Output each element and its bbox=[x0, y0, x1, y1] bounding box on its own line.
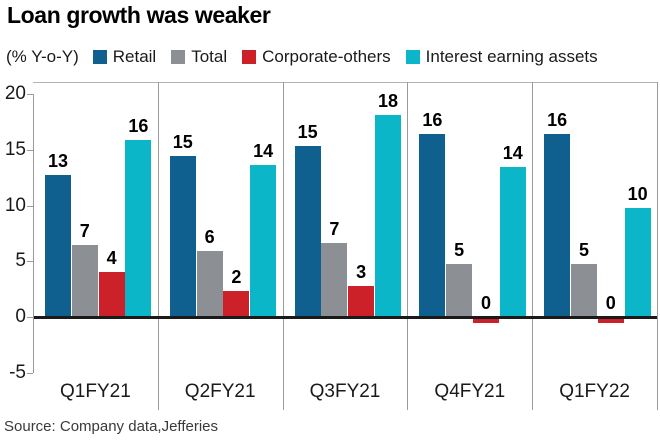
y-axis-tick-label: -5 bbox=[9, 361, 26, 383]
bar-total-q4fy21 bbox=[446, 263, 473, 317]
y-axis-tick-label: 20 bbox=[4, 83, 26, 104]
y-axis-tick-mark bbox=[27, 372, 33, 374]
x-axis-category-label: Q1FY22 bbox=[559, 381, 630, 402]
legend-item-label: Total bbox=[191, 47, 228, 66]
bar-value-label: 5 bbox=[578, 239, 590, 260]
legend-item-total: Total bbox=[171, 47, 227, 67]
bar-corporate-others-q2fy21 bbox=[223, 291, 250, 317]
bar-value-label: 18 bbox=[377, 91, 399, 112]
legend-item-corporate-others: Corporate-others bbox=[242, 47, 391, 67]
bar-value-label: 16 bbox=[128, 115, 149, 136]
y-axis-line bbox=[33, 94, 34, 373]
bar-value-label: 13 bbox=[47, 151, 69, 172]
bar-value-label: 16 bbox=[547, 110, 568, 131]
y-axis-tick-mark bbox=[27, 261, 33, 263]
bar-interest-earning-assets-q4fy21 bbox=[499, 166, 526, 317]
bar-value-label: 15 bbox=[297, 122, 318, 143]
x-axis-category-label: Q1FY21 bbox=[60, 381, 131, 402]
bar-value-label: 5 bbox=[454, 239, 465, 260]
y-axis-tick-mark bbox=[27, 317, 33, 318]
bar-interest-earning-assets-q3fy21 bbox=[375, 115, 401, 317]
bar-interest-earning-assets-q2fy21 bbox=[250, 165, 277, 317]
bar-value-label: 3 bbox=[356, 261, 367, 282]
legend-unit-label: (% Y-o-Y) bbox=[6, 47, 79, 66]
y-axis-tick-label: 15 bbox=[4, 138, 26, 160]
bar-interest-earning-assets-q1fy21 bbox=[125, 139, 152, 317]
bar-value-label: 15 bbox=[172, 132, 193, 153]
x-axis-category-label: Q3FY21 bbox=[309, 381, 381, 402]
plot-top-border bbox=[33, 82, 657, 83]
bar-corporate-others-q1fy21 bbox=[98, 272, 125, 317]
bar-retail-q1fy22 bbox=[544, 134, 571, 317]
bar-value-label: 0 bbox=[605, 293, 616, 313]
y-axis-tick-label: 5 bbox=[15, 250, 26, 272]
bar-value-label: 6 bbox=[204, 227, 215, 248]
legend-item-interest-earning-assets: Interest earning assets bbox=[405, 47, 598, 67]
zero-baseline bbox=[34, 315, 657, 319]
group-separator-line bbox=[157, 82, 159, 410]
legend-swatch-retail bbox=[92, 50, 107, 64]
bar-corporate-others-q1fy22 bbox=[597, 318, 624, 323]
y-axis-tick-label: 0 bbox=[15, 306, 26, 327]
bar-corporate-others-q4fy21 bbox=[473, 318, 499, 323]
bar-corporate-others-q3fy21 bbox=[348, 285, 375, 317]
bar-total-q2fy21 bbox=[196, 251, 223, 317]
y-axis-tick-mark bbox=[27, 205, 33, 207]
legend-swatch-total bbox=[171, 50, 186, 64]
legend-item-label: Corporate-others bbox=[262, 47, 391, 66]
y-axis-tick-mark bbox=[27, 149, 33, 151]
source-note: Source: Company data,Jefferies bbox=[4, 418, 219, 435]
group-separator-line bbox=[532, 82, 534, 410]
legend-item-retail: Retail bbox=[92, 47, 157, 67]
legend-item-label: Interest earning assets bbox=[425, 47, 598, 66]
y-axis-tick-mark bbox=[27, 94, 33, 95]
x-axis-category-label: Q2FY21 bbox=[184, 381, 256, 402]
plot-right-border bbox=[657, 82, 658, 410]
bar-total-q3fy21 bbox=[321, 243, 348, 317]
chart-title: Loan growth was weaker bbox=[7, 2, 271, 28]
bar-value-label: 14 bbox=[253, 141, 274, 162]
bar-retail-q3fy21 bbox=[294, 146, 321, 317]
legend-swatch-corporate-others bbox=[242, 50, 257, 64]
bar-value-label: 16 bbox=[422, 110, 443, 131]
bar-value-label: 7 bbox=[329, 219, 340, 240]
bar-value-label: 0 bbox=[480, 293, 492, 313]
bar-total-q1fy22 bbox=[571, 263, 597, 317]
group-separator-line bbox=[407, 82, 409, 410]
bar-interest-earning-assets-q1fy22 bbox=[624, 207, 651, 317]
y-axis-tick-label: 10 bbox=[4, 194, 26, 216]
bar-value-label: 14 bbox=[502, 142, 523, 163]
bar-value-label: 2 bbox=[231, 267, 242, 288]
bar-value-label: 4 bbox=[106, 248, 117, 269]
bar-value-label: 10 bbox=[627, 183, 648, 204]
bar-retail-q1fy21 bbox=[45, 175, 71, 317]
group-separator-line bbox=[282, 82, 284, 410]
x-axis-category-label: Q4FY21 bbox=[434, 381, 506, 402]
legend-swatch-interest-earning-assets bbox=[405, 50, 420, 64]
bar-retail-q4fy21 bbox=[419, 134, 446, 317]
bar-total-q1fy21 bbox=[71, 244, 98, 317]
bar-value-label: 7 bbox=[79, 220, 90, 241]
bar-retail-q2fy21 bbox=[169, 156, 196, 317]
legend-item-label: Retail bbox=[112, 47, 157, 66]
legend: (% Y-o-Y) Retail Total Corporate-others Int… bbox=[6, 47, 613, 67]
